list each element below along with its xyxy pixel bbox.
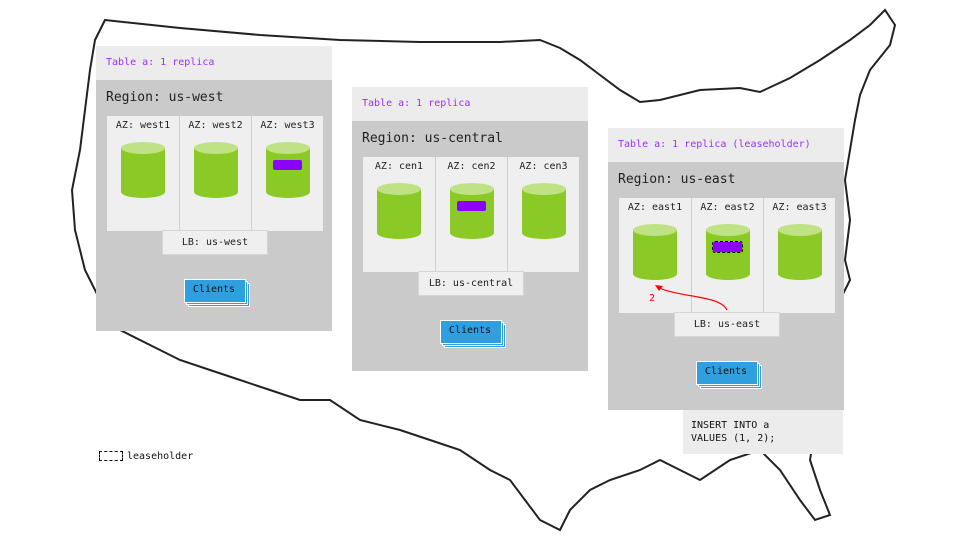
az-2: AZ: east2 [691,198,763,313]
az-group: AZ: west1 AZ: west2 AZ: west3 [107,116,323,231]
database-node-icon [266,142,310,204]
az-label: AZ: west3 [260,120,315,131]
query-box: INSERT INTO a VALUES (1, 2); [683,410,843,454]
az-label: AZ: west2 [188,120,243,131]
database-node-icon [778,224,822,286]
az-label: AZ: west1 [115,120,171,131]
az-group: AZ: cen1 AZ: cen2 AZ: cen3 [363,157,579,272]
az-label: AZ: cen3 [519,161,568,172]
replica [273,160,302,170]
database-node-icon [522,183,566,245]
database-node-icon [633,224,677,286]
clients-label: Clients [704,366,748,377]
clients-button[interactable]: Clients [184,279,250,307]
az-label: AZ: east2 [700,202,755,213]
az-1: AZ: west1 [107,116,179,231]
load-balancer: LB: us-east [674,312,780,337]
arrow-label: 2 [649,293,655,304]
legend-label: leaseholder [127,451,194,462]
az-2: AZ: cen2 [435,157,507,272]
clients-button[interactable]: Clients [440,320,506,348]
region-east: Region: us-east AZ: east1 AZ: east2 AZ: … [608,162,844,410]
az-label: AZ: cen2 [447,161,496,172]
database-node-icon [706,224,750,286]
az-1: AZ: east1 [619,198,691,313]
clients-label: Clients [192,284,236,295]
load-balancer: LB: us-central [418,271,524,296]
az-1: AZ: cen1 [363,157,435,272]
az-3: AZ: east3 [763,198,835,313]
database-node-icon [194,142,238,204]
query-line-2: VALUES (1, 2); [691,433,776,444]
az-label: AZ: cen1 [374,161,424,172]
az-label: AZ: east1 [627,202,683,213]
replica [457,201,486,211]
database-node-icon [450,183,494,245]
az-2: AZ: west2 [179,116,251,231]
az-3: AZ: cen3 [507,157,579,272]
database-node-icon [377,183,421,245]
region-title: Region: us-east [618,172,736,187]
table-label-west: Table a: 1 replica [96,46,332,80]
query-line-1: INSERT INTO a [691,420,770,431]
table-label-east: Table a: 1 replica (leaseholder) [608,128,844,162]
legend: leaseholder [99,451,193,462]
clients-label: Clients [448,325,492,336]
az-group: AZ: east1 AZ: east2 AZ: east3 [619,198,835,313]
region-title: Region: us-central [362,131,503,146]
leaseholder-legend-icon [99,451,123,461]
region-title: Region: us-west [106,90,224,105]
database-node-icon [121,142,165,204]
region-central: Region: us-central AZ: cen1 AZ: cen2 AZ:… [352,121,588,371]
load-balancer: LB: us-west [162,230,268,255]
leaseholder-replica [712,241,743,253]
az-3: AZ: west3 [251,116,323,231]
az-label: AZ: east3 [772,202,827,213]
table-label-central: Table a: 1 replica [352,87,588,121]
clients-button[interactable]: Clients [696,361,762,389]
region-west: Region: us-west AZ: west1 AZ: west2 AZ: … [96,80,332,331]
